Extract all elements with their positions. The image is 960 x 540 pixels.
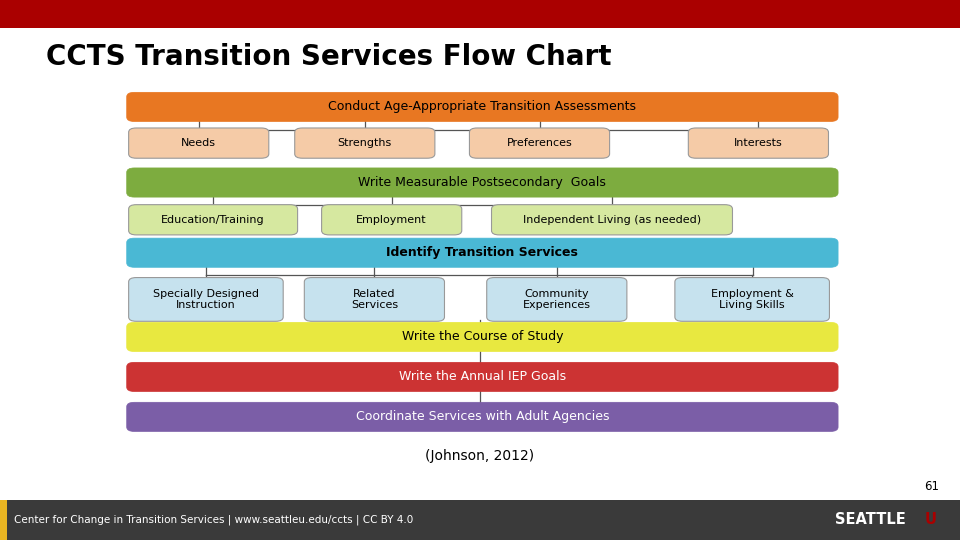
FancyBboxPatch shape	[688, 128, 828, 158]
Text: U: U	[924, 512, 937, 527]
Bar	[0, 500, 960, 540]
FancyBboxPatch shape	[129, 205, 298, 235]
Text: Employment: Employment	[356, 215, 427, 225]
Text: Related
Services: Related Services	[350, 288, 398, 310]
Bar	[0, 0, 960, 28]
Text: Specially Designed
Instruction: Specially Designed Instruction	[153, 288, 259, 310]
Text: Independent Living (as needed): Independent Living (as needed)	[523, 215, 701, 225]
Text: Conduct Age-Appropriate Transition Assessments: Conduct Age-Appropriate Transition Asses…	[328, 100, 636, 113]
Text: Needs: Needs	[181, 138, 216, 148]
Text: Identify Transition Services: Identify Transition Services	[387, 246, 578, 259]
FancyBboxPatch shape	[127, 322, 838, 352]
Bar	[0, 500, 7, 540]
FancyBboxPatch shape	[127, 402, 838, 431]
Text: Center for Change in Transition Services | www.seattleu.edu/ccts | CC BY 4.0: Center for Change in Transition Services…	[14, 515, 414, 525]
FancyBboxPatch shape	[129, 128, 269, 158]
FancyBboxPatch shape	[127, 238, 838, 267]
Text: Write Measurable Postsecondary  Goals: Write Measurable Postsecondary Goals	[358, 176, 607, 189]
Text: Community
Experiences: Community Experiences	[523, 288, 590, 310]
Text: (Johnson, 2012): (Johnson, 2012)	[425, 449, 535, 463]
FancyBboxPatch shape	[127, 92, 838, 122]
Text: CCTS Transition Services Flow Chart: CCTS Transition Services Flow Chart	[46, 43, 612, 71]
Text: Write the Annual IEP Goals: Write the Annual IEP Goals	[398, 370, 566, 383]
Text: Interests: Interests	[734, 138, 782, 148]
Text: Education/Training: Education/Training	[161, 215, 265, 225]
Text: SEATTLE: SEATTLE	[835, 512, 906, 527]
FancyBboxPatch shape	[304, 278, 444, 321]
FancyBboxPatch shape	[492, 205, 732, 235]
FancyBboxPatch shape	[295, 128, 435, 158]
FancyBboxPatch shape	[129, 278, 283, 321]
Text: Preferences: Preferences	[507, 138, 572, 148]
Text: Strengths: Strengths	[338, 138, 392, 148]
FancyBboxPatch shape	[675, 278, 829, 321]
Text: Write the Course of Study: Write the Course of Study	[401, 330, 564, 343]
FancyBboxPatch shape	[127, 168, 838, 197]
Text: Employment &
Living Skills: Employment & Living Skills	[710, 288, 794, 310]
Text: 61: 61	[924, 480, 940, 492]
FancyBboxPatch shape	[322, 205, 462, 235]
Text: Coordinate Services with Adult Agencies: Coordinate Services with Adult Agencies	[355, 410, 610, 423]
FancyBboxPatch shape	[487, 278, 627, 321]
FancyBboxPatch shape	[469, 128, 610, 158]
FancyBboxPatch shape	[127, 362, 838, 392]
